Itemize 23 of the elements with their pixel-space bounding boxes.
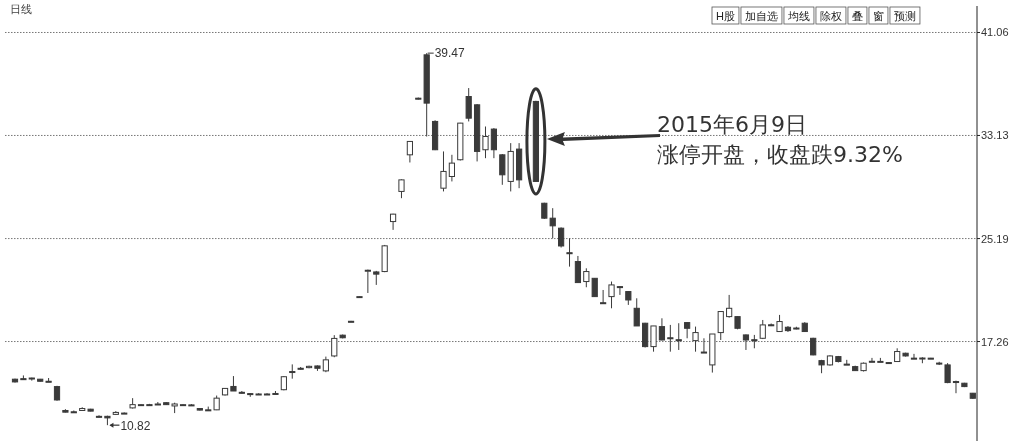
annotation: 涨停开盘，收盘跌9.32% [657, 142, 903, 167]
annotation: 10.82 [120, 419, 151, 434]
toolbar-button: 窗 [868, 6, 889, 25]
annotation: 预测 [893, 10, 916, 22]
toolbar-button: 预测 [889, 6, 921, 25]
toolbar-button: 加自选 [740, 6, 783, 25]
chart-title: 日线 [10, 3, 32, 15]
toolbar-button: 叠 [847, 6, 868, 25]
annotation: 窗 [872, 10, 884, 22]
toolbar-button: 除权 [815, 6, 847, 25]
annotation: 均线 [786, 10, 810, 22]
annotation: H股 [716, 10, 735, 22]
annotation: 除权 [819, 10, 842, 22]
y-tick-label: 25.19 [981, 232, 1009, 245]
annotation: 2015年6月9日 [657, 112, 807, 137]
y-tick-label: 17.26 [981, 335, 1009, 348]
annotation: 39.47 [434, 46, 466, 61]
toolbar-button: 均线 [783, 6, 815, 25]
y-tick-label: 33.13 [981, 129, 1009, 142]
toolbar-button: H股 [711, 6, 740, 25]
y-tick-label: 41.06 [981, 26, 1009, 39]
annotation: 加自选 [744, 10, 778, 22]
annotation: 叠 [851, 10, 863, 22]
